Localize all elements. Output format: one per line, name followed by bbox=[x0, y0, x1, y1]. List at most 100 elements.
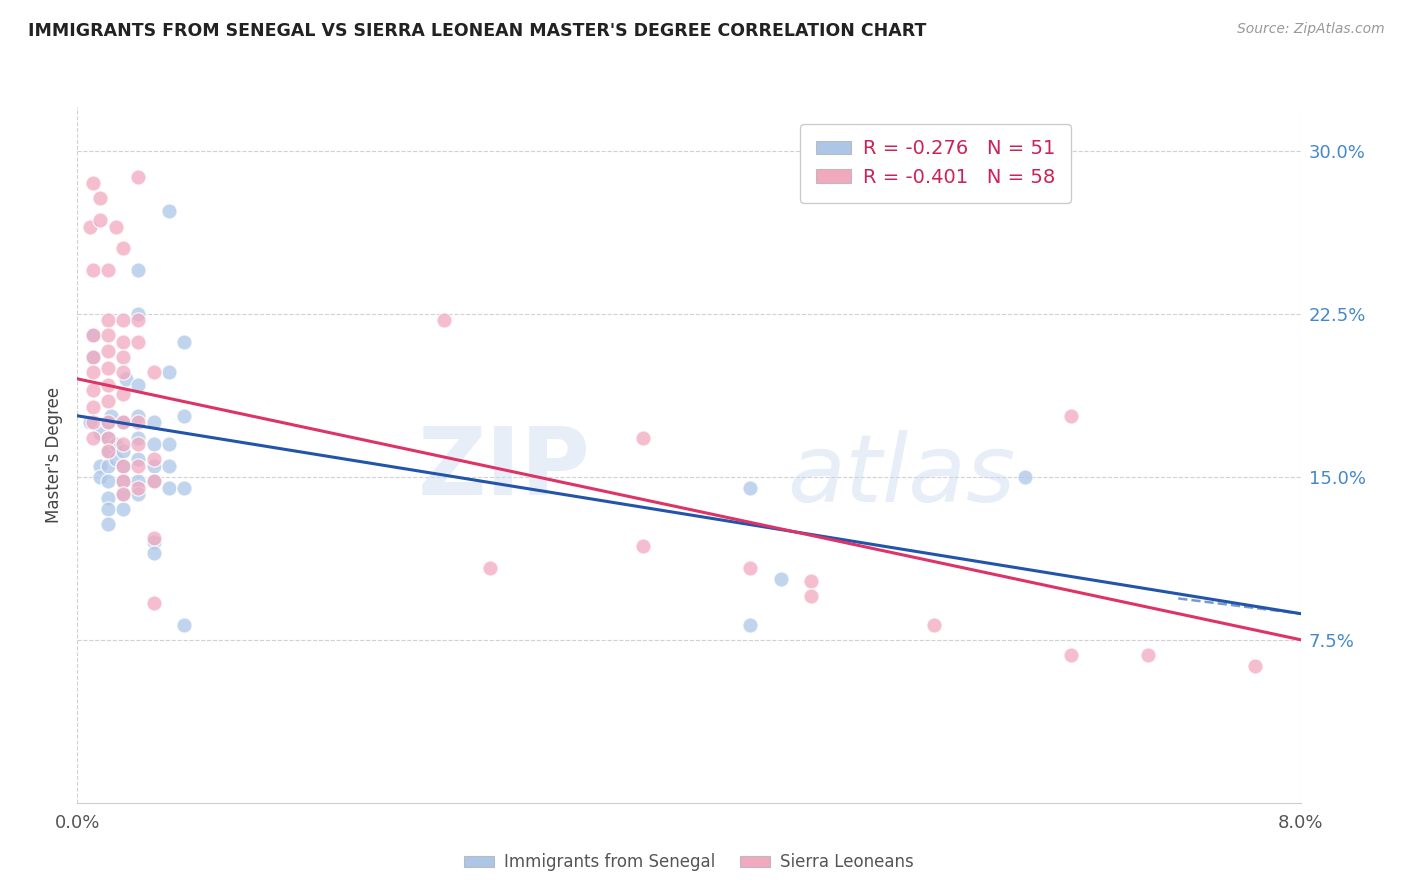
Point bbox=[104, 219, 127, 234]
Point bbox=[127, 415, 149, 429]
Point bbox=[79, 219, 101, 234]
Point bbox=[127, 409, 149, 423]
Point bbox=[97, 263, 120, 277]
Point bbox=[82, 365, 104, 379]
Point bbox=[79, 415, 101, 429]
Point bbox=[82, 328, 104, 343]
Point bbox=[97, 378, 120, 392]
Point bbox=[142, 546, 165, 560]
Point bbox=[97, 443, 120, 458]
Point bbox=[97, 474, 120, 488]
Point bbox=[1060, 409, 1083, 423]
Text: IMMIGRANTS FROM SENEGAL VS SIERRA LEONEAN MASTER'S DEGREE CORRELATION CHART: IMMIGRANTS FROM SENEGAL VS SIERRA LEONEA… bbox=[28, 22, 927, 40]
Point bbox=[142, 458, 165, 473]
Point bbox=[82, 176, 104, 190]
Point bbox=[97, 502, 120, 516]
Point bbox=[479, 561, 502, 575]
Point bbox=[173, 409, 195, 423]
Point bbox=[100, 409, 122, 423]
Point bbox=[127, 431, 149, 445]
Point bbox=[157, 481, 180, 495]
Point bbox=[127, 481, 149, 495]
Point bbox=[82, 383, 104, 397]
Point bbox=[112, 443, 135, 458]
Point bbox=[127, 378, 149, 392]
Point bbox=[112, 415, 135, 429]
Point bbox=[112, 458, 135, 473]
Point bbox=[89, 213, 111, 227]
Point bbox=[97, 431, 120, 445]
Point bbox=[104, 452, 127, 467]
Point bbox=[142, 365, 165, 379]
Point bbox=[173, 334, 195, 349]
Point bbox=[142, 474, 165, 488]
Point bbox=[127, 487, 149, 501]
Point bbox=[112, 487, 135, 501]
Point bbox=[112, 437, 135, 451]
Point bbox=[112, 502, 135, 516]
Text: ZIP: ZIP bbox=[418, 423, 591, 515]
Point bbox=[142, 452, 165, 467]
Point bbox=[97, 343, 120, 358]
Point bbox=[142, 596, 165, 610]
Point bbox=[740, 617, 762, 632]
Point bbox=[82, 400, 104, 414]
Point bbox=[112, 415, 135, 429]
Point bbox=[97, 517, 120, 532]
Point bbox=[127, 313, 149, 327]
Point bbox=[97, 431, 120, 445]
Point bbox=[127, 437, 149, 451]
Point bbox=[97, 328, 120, 343]
Point bbox=[127, 458, 149, 473]
Y-axis label: Master's Degree: Master's Degree bbox=[45, 387, 63, 523]
Point bbox=[82, 415, 104, 429]
Point bbox=[157, 204, 180, 219]
Point bbox=[97, 491, 120, 506]
Point bbox=[104, 437, 127, 451]
Point bbox=[127, 474, 149, 488]
Point bbox=[82, 350, 104, 364]
Point bbox=[127, 169, 149, 184]
Point bbox=[112, 313, 135, 327]
Point bbox=[97, 393, 120, 408]
Point bbox=[142, 535, 165, 549]
Point bbox=[157, 365, 180, 379]
Point bbox=[112, 241, 135, 255]
Point bbox=[89, 426, 111, 441]
Point bbox=[142, 415, 165, 429]
Point bbox=[1014, 469, 1036, 483]
Point bbox=[769, 572, 792, 586]
Point bbox=[97, 313, 120, 327]
Point bbox=[82, 350, 104, 364]
Point bbox=[97, 415, 120, 429]
Point bbox=[800, 589, 823, 603]
Point bbox=[127, 263, 149, 277]
Point bbox=[97, 458, 120, 473]
Point bbox=[82, 431, 104, 445]
Point bbox=[173, 481, 195, 495]
Point bbox=[97, 443, 120, 458]
Point bbox=[142, 437, 165, 451]
Point bbox=[112, 474, 135, 488]
Point bbox=[97, 360, 120, 375]
Point bbox=[1243, 658, 1265, 673]
Point bbox=[82, 263, 104, 277]
Point bbox=[1136, 648, 1159, 662]
Point bbox=[142, 531, 165, 545]
Point bbox=[112, 334, 135, 349]
Point bbox=[800, 574, 823, 588]
Point bbox=[631, 539, 654, 553]
Point bbox=[631, 431, 654, 445]
Point bbox=[127, 307, 149, 321]
Point bbox=[89, 469, 111, 483]
Point bbox=[157, 458, 180, 473]
Text: Source: ZipAtlas.com: Source: ZipAtlas.com bbox=[1237, 22, 1385, 37]
Point bbox=[82, 328, 104, 343]
Point bbox=[112, 458, 135, 473]
Point bbox=[89, 458, 111, 473]
Point bbox=[112, 365, 135, 379]
Text: atlas: atlas bbox=[787, 430, 1015, 521]
Point bbox=[922, 617, 945, 632]
Point bbox=[127, 334, 149, 349]
Point bbox=[740, 481, 762, 495]
